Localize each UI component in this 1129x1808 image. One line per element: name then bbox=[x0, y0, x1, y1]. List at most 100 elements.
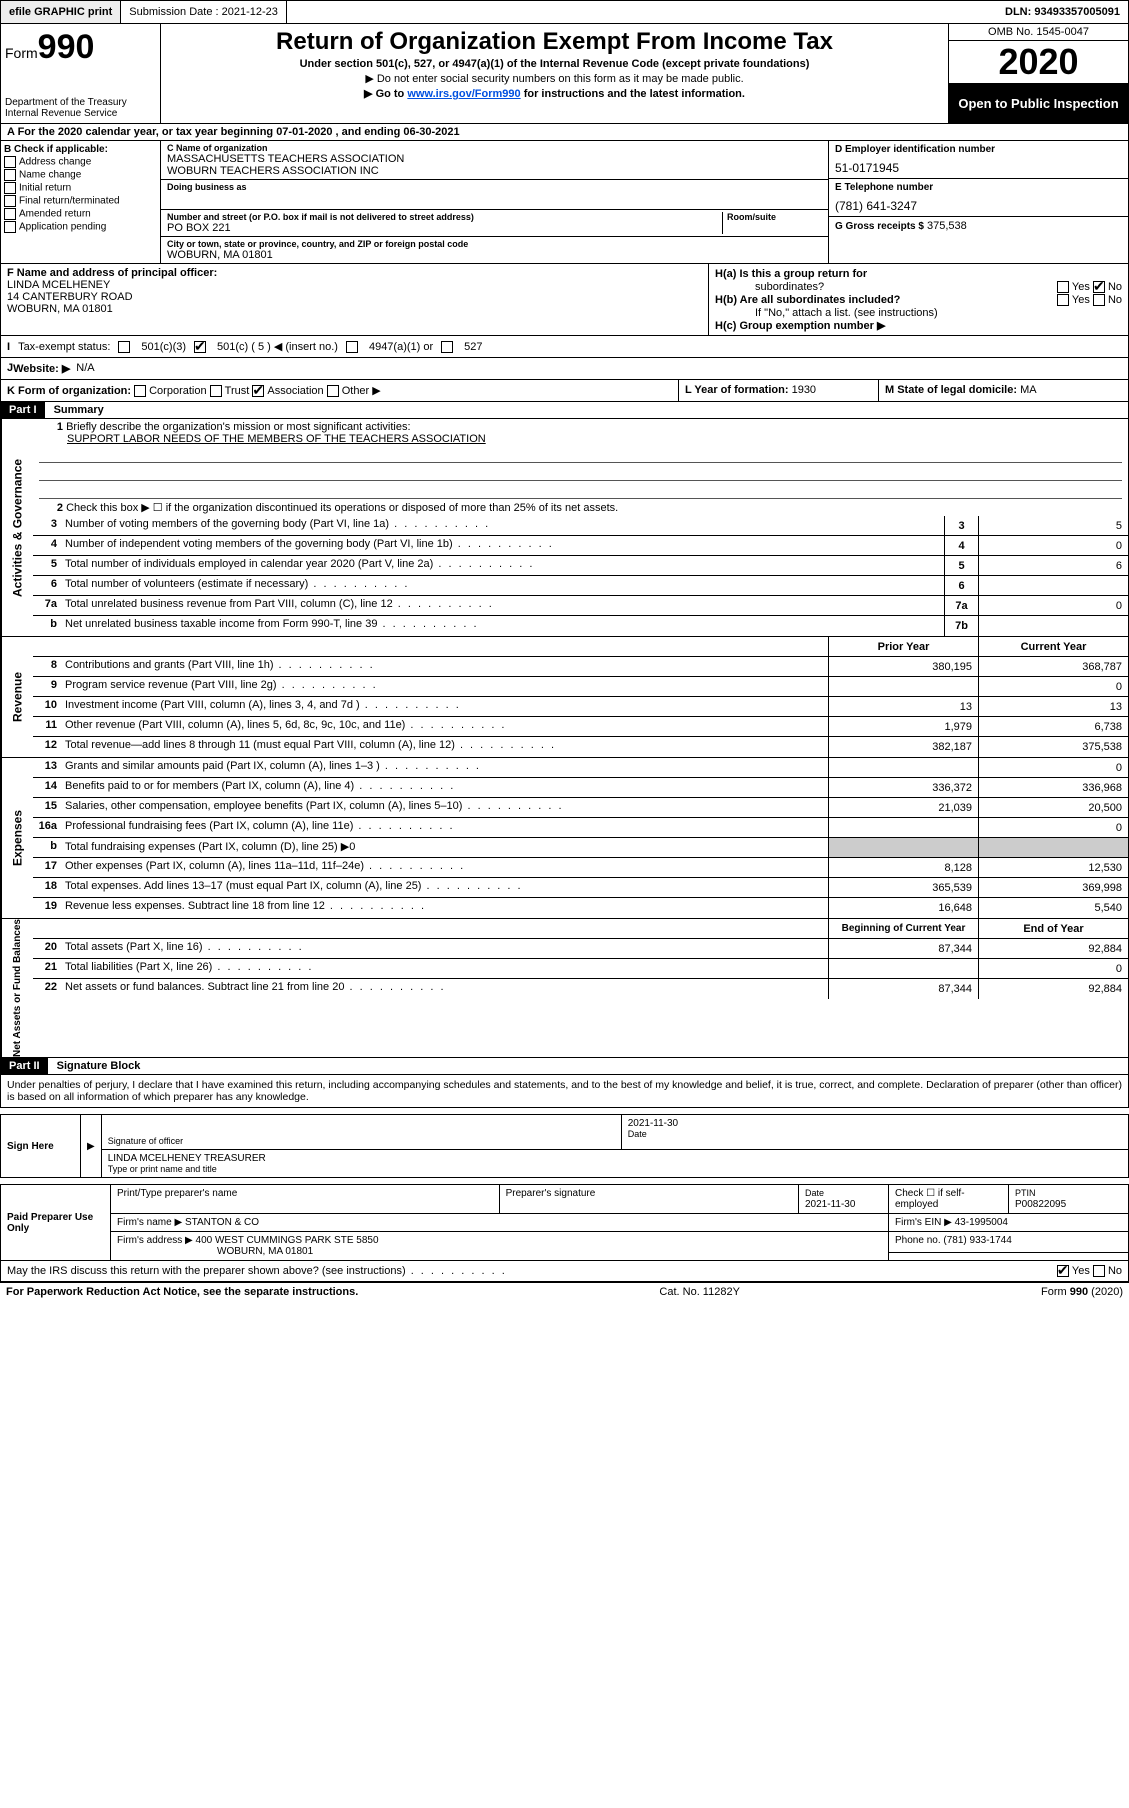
header-center: Return of Organization Exempt From Incom… bbox=[161, 24, 948, 123]
city-label: City or town, state or province, country… bbox=[167, 239, 822, 249]
cb-trust[interactable] bbox=[210, 385, 222, 397]
discuss-no-cb[interactable] bbox=[1093, 1265, 1105, 1277]
table-row: 20Total assets (Part X, line 16)87,34492… bbox=[33, 939, 1128, 959]
part2-title: Signature Block bbox=[51, 1057, 147, 1075]
table-row: 19Revenue less expenses. Subtract line 1… bbox=[33, 898, 1128, 918]
summary-expenses: Expenses 13Grants and similar amounts pa… bbox=[0, 758, 1129, 919]
addr-val: PO BOX 221 bbox=[167, 222, 722, 234]
tax-year: 2020 bbox=[949, 41, 1128, 84]
form-header: Form990 Department of the Treasury Inter… bbox=[0, 24, 1129, 124]
website-label: Website: ▶ bbox=[13, 362, 70, 375]
efile-print-button[interactable]: efile GRAPHIC print bbox=[1, 1, 121, 23]
org-name-1: MASSACHUSETTS TEACHERS ASSOCIATION bbox=[167, 153, 822, 165]
table-row: 11Other revenue (Part VIII, column (A), … bbox=[33, 717, 1128, 737]
dln-label: DLN: 93493357005091 bbox=[997, 3, 1128, 21]
form-prefix: Form bbox=[5, 45, 38, 61]
cb-4947[interactable] bbox=[346, 341, 358, 353]
cb-corporation[interactable] bbox=[134, 385, 146, 397]
firm-addr2: WOBURN, MA 01801 bbox=[117, 1246, 313, 1257]
hb-yes-cb[interactable] bbox=[1057, 294, 1069, 306]
officer-addr2: WOBURN, MA 01801 bbox=[7, 303, 702, 315]
footer-right: Form 990 (2020) bbox=[1041, 1286, 1123, 1298]
table-row: 21Total liabilities (Part X, line 26)0 bbox=[33, 959, 1128, 979]
table-row: bTotal fundraising expenses (Part IX, co… bbox=[33, 838, 1128, 858]
cb-other[interactable] bbox=[327, 385, 339, 397]
irs-discuss-row: May the IRS discuss this return with the… bbox=[0, 1261, 1129, 1282]
open-to-public: Open to Public Inspection bbox=[949, 84, 1128, 123]
table-row: 5Total number of individuals employed in… bbox=[33, 556, 1128, 576]
sig-officer-label: Signature of officer bbox=[108, 1136, 615, 1146]
firm-phone-label: Phone no. bbox=[895, 1235, 941, 1246]
form-subtitle: Under section 501(c), 527, or 4947(a)(1)… bbox=[169, 58, 940, 70]
dba-label: Doing business as bbox=[167, 182, 822, 192]
irs-label: Internal Revenue Service bbox=[5, 108, 156, 119]
table-row: 9Program service revenue (Part VIII, lin… bbox=[33, 677, 1128, 697]
city-val: WOBURN, MA 01801 bbox=[167, 249, 822, 261]
cb-initial-return[interactable]: Initial return bbox=[4, 182, 157, 194]
sign-arrow-icon: ▶ bbox=[81, 1115, 102, 1178]
ein-label: D Employer identification number bbox=[835, 144, 1122, 155]
mission-text: SUPPORT LABOR NEEDS OF THE MEMBERS OF TH… bbox=[39, 433, 1122, 445]
hb-no-cb[interactable] bbox=[1093, 294, 1105, 306]
firm-ein-label: Firm's EIN ▶ bbox=[895, 1217, 952, 1228]
cb-amended-return[interactable]: Amended return bbox=[4, 208, 157, 220]
cb-501c[interactable] bbox=[194, 341, 206, 353]
table-row: 18Total expenses. Add lines 13–17 (must … bbox=[33, 878, 1128, 898]
addr-label: Number and street (or P.O. box if mail i… bbox=[167, 212, 722, 222]
footer-mid: Cat. No. 11282Y bbox=[659, 1286, 740, 1298]
ptin-label: PTIN bbox=[1015, 1188, 1036, 1198]
table-row: 16aProfessional fundraising fees (Part I… bbox=[33, 818, 1128, 838]
typed-name-label: Type or print name and title bbox=[108, 1164, 1122, 1174]
table-row: 10Investment income (Part VIII, column (… bbox=[33, 697, 1128, 717]
part1-header-row: Part I Summary bbox=[0, 402, 1129, 419]
table-row: 13Grants and similar amounts paid (Part … bbox=[33, 758, 1128, 778]
col-b-header: B Check if applicable: bbox=[4, 144, 157, 155]
current-year-hdr: Current Year bbox=[978, 637, 1128, 656]
cb-name-change[interactable]: Name change bbox=[4, 169, 157, 181]
col-b-checkboxes: B Check if applicable: Address change Na… bbox=[1, 141, 161, 263]
m-label: M State of legal domicile: bbox=[885, 384, 1017, 396]
sign-here-label: Sign Here bbox=[1, 1115, 81, 1178]
hb-label: H(b) Are all subordinates included? bbox=[715, 294, 900, 306]
irs-discuss-text: May the IRS discuss this return with the… bbox=[7, 1265, 507, 1277]
paid-preparer-label: Paid Preparer Use Only bbox=[1, 1185, 111, 1261]
table-row: bNet unrelated business taxable income f… bbox=[33, 616, 1128, 636]
officer-addr1: 14 CANTERBURY ROAD bbox=[7, 291, 702, 303]
part1-title: Summary bbox=[48, 401, 110, 419]
instructions-link-row: ▶ Go to www.irs.gov/Form990 for instruct… bbox=[169, 87, 940, 100]
sign-here-table: Sign Here ▶ Signature of officer 2021-11… bbox=[0, 1114, 1129, 1178]
officer-name: LINDA MCELHENEY bbox=[7, 279, 702, 291]
l2-text: Check this box ▶ ☐ if the organization d… bbox=[66, 502, 618, 514]
ha-yes-cb[interactable] bbox=[1057, 281, 1069, 293]
cb-association[interactable] bbox=[252, 385, 264, 397]
discuss-yes-cb[interactable] bbox=[1057, 1265, 1069, 1277]
table-row: 7aTotal unrelated business revenue from … bbox=[33, 596, 1128, 616]
cb-527[interactable] bbox=[441, 341, 453, 353]
gross-value: 375,538 bbox=[927, 220, 967, 232]
rev-header-row: Prior Year Current Year bbox=[33, 637, 1128, 657]
section-k: K Form of organization: Corporation Trus… bbox=[0, 380, 1129, 402]
form-title: Return of Organization Exempt From Incom… bbox=[169, 28, 940, 56]
l-label: L Year of formation: bbox=[685, 384, 789, 396]
omb-number: OMB No. 1545-0047 bbox=[949, 24, 1128, 41]
sidebar-expenses: Expenses bbox=[1, 758, 33, 918]
cb-final-return[interactable]: Final return/terminated bbox=[4, 195, 157, 207]
dept-treasury: Department of the Treasury bbox=[5, 97, 156, 108]
section-j-website: J Website: ▶ N/A bbox=[0, 358, 1129, 380]
m-value: MA bbox=[1020, 384, 1037, 396]
ha-label: H(a) Is this a group return for bbox=[715, 268, 867, 280]
form-number: 990 bbox=[38, 28, 95, 66]
footer-left: For Paperwork Reduction Act Notice, see … bbox=[6, 1286, 358, 1298]
cb-application-pending[interactable]: Application pending bbox=[4, 221, 157, 233]
form-number-block: Form990 Department of the Treasury Inter… bbox=[1, 24, 161, 123]
cb-address-change[interactable]: Address change bbox=[4, 156, 157, 168]
firm-name-label: Firm's name ▶ bbox=[117, 1217, 182, 1228]
part1-badge: Part I bbox=[1, 402, 45, 418]
cb-501c3[interactable] bbox=[118, 341, 130, 353]
paid-preparer-table: Paid Preparer Use Only Print/Type prepar… bbox=[0, 1184, 1129, 1261]
firm-addr-label: Firm's address ▶ bbox=[117, 1235, 193, 1246]
col-f-officer: F Name and address of principal officer:… bbox=[1, 264, 708, 335]
form990-link[interactable]: www.irs.gov/Form990 bbox=[407, 88, 520, 100]
ha-no-cb[interactable] bbox=[1093, 281, 1105, 293]
sig-date: 2021-11-30 bbox=[628, 1118, 1122, 1129]
